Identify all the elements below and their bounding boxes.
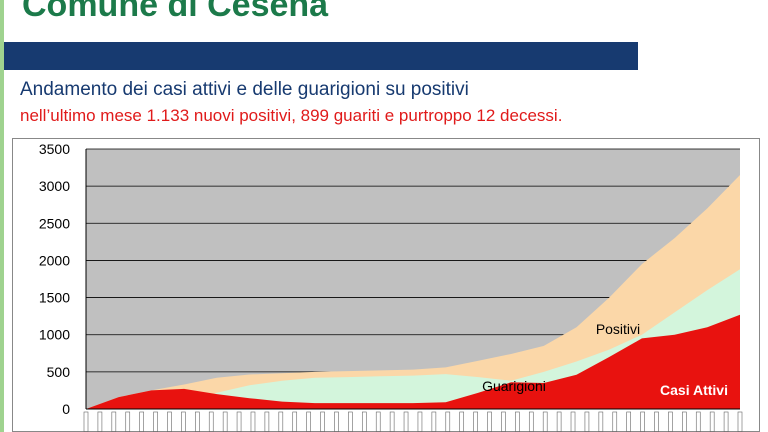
- x-tick-label: [111, 411, 117, 432]
- x-tick-label: [389, 411, 395, 432]
- x-tick-label: [292, 411, 298, 432]
- y-tick-label: 1500: [39, 290, 70, 306]
- x-tick-label: [431, 411, 437, 432]
- x-tick-label: [236, 411, 242, 432]
- left-accent-strip: [0, 0, 4, 432]
- x-tick-label: [153, 411, 158, 432]
- x-tick-label: [97, 411, 103, 432]
- x-tick-label: [348, 411, 353, 432]
- x-tick-label: [222, 411, 228, 432]
- area-casi-attivi: [86, 314, 740, 409]
- x-tick-label: [208, 411, 214, 432]
- y-tick-label: 1000: [39, 327, 70, 343]
- x-tick-label: [139, 411, 144, 432]
- x-tick-label: [570, 411, 576, 432]
- x-tick-label: [403, 411, 409, 432]
- x-tick-label: [487, 411, 492, 432]
- x-tick-label: [445, 411, 451, 432]
- x-tick-label: [167, 411, 172, 432]
- x-tick-label: [501, 411, 506, 432]
- page-title: Comune di Cesena: [22, 0, 329, 24]
- x-tick-label: [181, 411, 186, 432]
- annotation-guarigioni: Guarigioni: [482, 378, 546, 394]
- x-tick-label: [515, 411, 520, 432]
- x-tick-label: [556, 411, 562, 432]
- x-tick-label: [195, 411, 200, 432]
- y-tick-label: 2500: [39, 215, 70, 231]
- area-positivi: [86, 175, 740, 409]
- x-tick-label: [528, 411, 534, 432]
- y-tick-label: 0: [62, 401, 70, 417]
- x-tick-label: [125, 411, 131, 432]
- x-tick-label: [473, 411, 478, 432]
- y-tick-label: 3500: [39, 141, 70, 157]
- x-tick-label: [695, 411, 701, 432]
- x-tick-label: [626, 411, 631, 432]
- x-tick-label: [306, 411, 311, 432]
- x-tick-label: [417, 411, 423, 432]
- x-tick-label: [612, 411, 618, 432]
- x-tick-label: [320, 411, 325, 432]
- x-tick-label: [640, 411, 645, 432]
- x-tick-label: [737, 411, 743, 432]
- x-tick-label: [584, 411, 590, 432]
- x-tick-label: [668, 411, 673, 432]
- annotation-casi-attivi: Casi Attivi: [660, 382, 728, 398]
- y-tick-label: 3000: [39, 178, 70, 194]
- x-tick-label: [83, 411, 89, 432]
- chart-subtitle: Andamento dei casi attivi e delle guarig…: [20, 79, 469, 100]
- x-tick-label: [278, 411, 284, 432]
- x-tick-label: [264, 411, 270, 432]
- highlight-text: nell’ultimo mese 1.133 nuovi positivi, 8…: [20, 106, 563, 125]
- x-tick-label: [361, 411, 367, 432]
- x-tick-label: [334, 411, 339, 432]
- annotation-positivi: Positivi: [596, 321, 640, 337]
- x-tick-label: [542, 411, 548, 432]
- title-bar: [4, 42, 638, 70]
- x-tick-label: [250, 411, 256, 432]
- area-guarigioni: [86, 269, 740, 409]
- x-tick-label: [682, 411, 687, 432]
- x-tick-label: [598, 411, 604, 432]
- x-tick-label: [459, 411, 465, 432]
- y-tick-label: 2000: [39, 252, 70, 268]
- y-tick-label: 500: [47, 364, 71, 380]
- x-tick-label: [709, 411, 715, 432]
- x-tick-label: [654, 411, 659, 432]
- x-tick-label: [375, 411, 381, 432]
- x-tick-label: [723, 411, 729, 432]
